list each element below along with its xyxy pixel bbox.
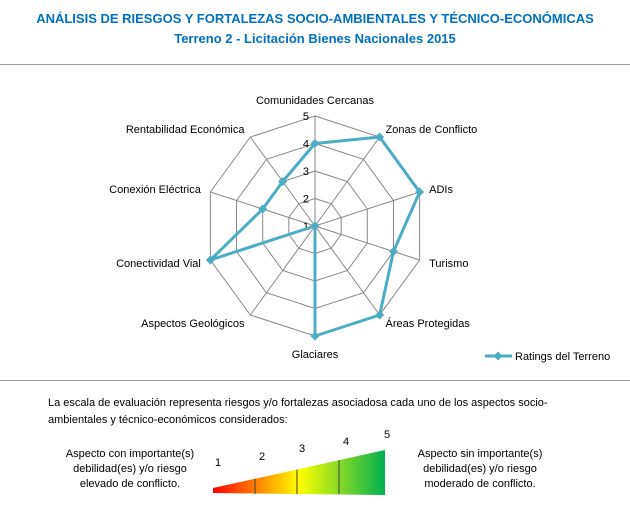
scale-gradient [213,450,385,495]
scale-number: 4 [343,436,349,448]
grid-spoke [249,225,316,316]
tick-label: 3 [303,166,309,178]
top-divider [0,64,630,65]
data-point [205,255,215,265]
report-subtitle: Terreno 2 - Licitación Bienes Nacionales… [174,31,456,46]
tick-label: 1 [303,221,309,233]
scale-number: 5 [384,429,390,441]
data-point [310,331,320,341]
grid-spoke [314,136,381,227]
data-point [258,204,268,214]
grid-spoke [314,225,381,316]
scale-high-label: Aspecto sin importante(s) debilidad(es) … [417,448,543,490]
category-label: Aspectos Geológicos [141,318,245,330]
category-label: Turismo [429,258,468,270]
category-label: Comunidades Cercanas [256,95,375,107]
category-label: Rentabilidad Económica [126,124,246,136]
tick-label: 4 [303,139,309,151]
tick-label: 5 [303,111,309,123]
data-point [415,187,425,197]
middle-divider [0,380,630,381]
category-label: Conectividad Vial [116,258,201,270]
category-label: ADIs [429,184,453,196]
category-label: Áreas Protegidas [386,317,471,330]
data-point [388,246,398,256]
legend-marker [493,351,503,361]
scale-number: 2 [259,451,265,463]
scale-description: La escala de evaluación representa riesg… [48,397,548,426]
data-point [278,177,288,187]
scale-number: 3 [299,443,305,455]
tick-label: 2 [303,194,309,206]
grid-spoke [314,191,420,227]
data-point [375,310,385,320]
category-label: Glaciares [292,349,339,361]
category-label: Conexión Eléctrica [109,184,202,196]
data-point [310,221,320,231]
legend-label: Ratings del Terreno [515,351,610,363]
report-title: ANÁLISIS DE RIESGOS Y FORTALEZAS SOCIO-A… [36,11,594,26]
category-label: Zonas de Conflicto [386,124,478,136]
scale-low-label: Aspecto con importante(s) debilidad(es) … [65,448,195,490]
data-point [310,139,320,148]
grid-spoke [314,225,420,261]
data-point [375,132,385,142]
scale-number: 1 [215,457,221,469]
